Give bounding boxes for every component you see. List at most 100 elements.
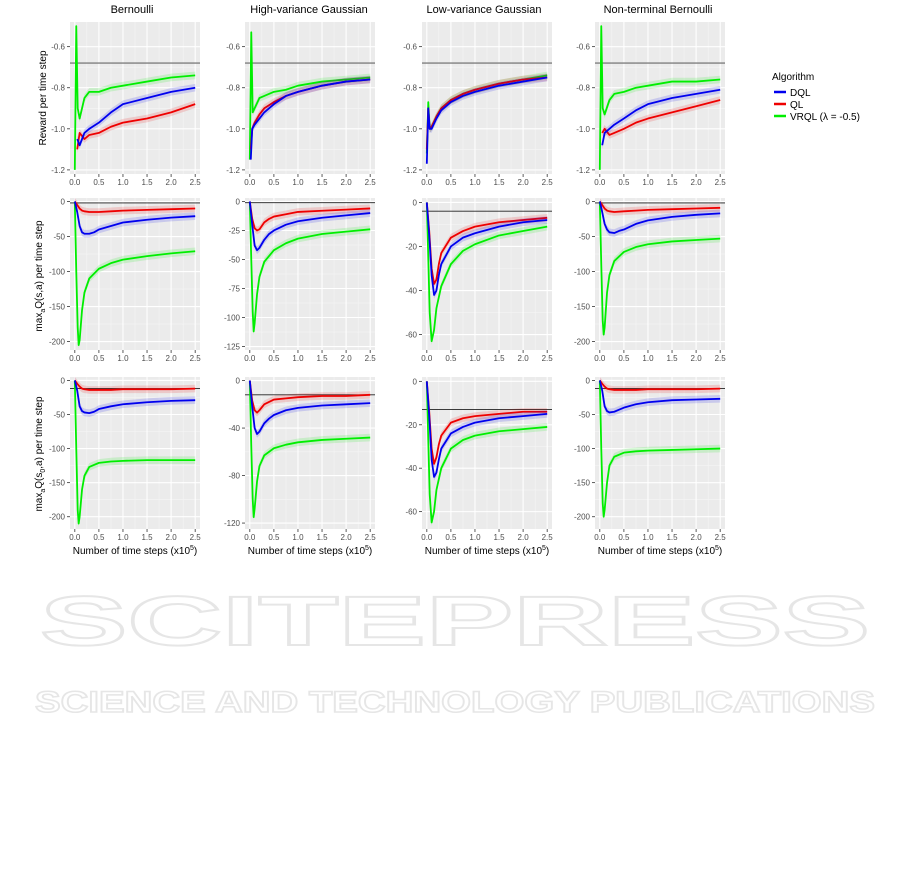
y-tick-label: -1.2 [51,166,65,175]
series-group [248,377,371,521]
series-line-vrql [73,201,196,346]
x-tick-label: 2.5 [365,178,377,187]
series-group [73,377,196,528]
y-tick-label: -150 [49,303,66,312]
series-line-dql [601,88,721,146]
series-line-ql [74,379,196,391]
x-tick-label: 1.0 [117,178,129,187]
x-tick-label: 2.0 [341,178,353,187]
y-tick-label: 0 [61,376,66,385]
x-tick-label: 1.0 [469,533,481,542]
series-line-dql [598,380,721,414]
row-ylabels: Reward per time step maxaQ(s,a) per time… [34,50,49,512]
x-tick-label: 1.0 [292,354,304,363]
series-line-ql [599,379,721,391]
x-tick-label: 0.0 [69,533,81,542]
x-tick-label: 0.0 [69,354,81,363]
x-tick-label: 0.0 [594,533,606,542]
x-tick-label: 1.5 [666,533,678,542]
series-line-dql [73,380,196,415]
x-tick-label: 0.0 [244,354,256,363]
series-ribbon-dql [426,73,548,168]
col-title-non-terminal-bernoulli: Non-terminal Bernoulli [604,4,713,16]
y-tick-label: -50 [228,255,240,264]
x-tick-label: 0.5 [618,354,630,363]
y-tick-label: 0 [413,377,418,386]
series-line-vrql [73,25,196,170]
y-tick-label: -200 [49,513,66,522]
series-line-dql [425,202,548,296]
legend-label-ql: QL [790,100,804,111]
y-tick-label: 0 [586,198,591,207]
y-tick-label: -100 [574,268,591,277]
y-tick-label: -120 [224,519,241,528]
y-tick-label: 0 [236,377,241,386]
y-tick-label: -100 [224,314,241,323]
series-group [598,198,721,339]
y-tick-label: -60 [405,331,417,340]
y-tick-label: -80 [228,472,240,481]
panel-r0-c2: -1.2 -1.0 -0.8 -0.6 0.0 0.5 1.0 1.5 2.0 2.5 [403,22,553,187]
x-tick-label: 1.5 [493,533,505,542]
series-group [598,22,721,174]
x-tick-label: 0.0 [594,178,606,187]
x-tick-label: 1.0 [292,533,304,542]
series-group [248,198,371,336]
x-tick-label: 1.0 [642,354,654,363]
y-tick-label: -40 [405,287,417,296]
panel-r1-c0: -200 -150 -100 -50 0 0.0 0.5 1.0 1.5 2.0 2.5 [49,198,201,363]
series-ribbon-ql [426,73,548,154]
x-tick-label: 0.0 [421,533,433,542]
y-tick-label: -60 [405,508,417,517]
y-tick-label: -0.8 [576,84,590,93]
y-tick-label: 0 [413,198,418,207]
y-tick-label: -50 [53,233,65,242]
col-title-low-variance-gaussian: Low-variance Gaussian [427,4,542,16]
series-group [73,198,196,349]
series-line-vrql [73,380,196,525]
y-tick-label: 0 [236,197,241,206]
x-tick-label: 1.5 [666,354,678,363]
series-line-dql [249,78,371,160]
x-tick-label: 1.5 [316,178,328,187]
y-tick-label: -0.6 [576,43,590,52]
ylabel-max-q-s0: maxaQ(s0,a) per time step [34,396,47,512]
x-tick-label: 0.5 [618,533,630,542]
series-line-vrql [425,381,548,524]
y-tick-label: -150 [49,479,66,488]
x-tick-label: 2.0 [691,178,703,187]
ylabel-max-q: maxaQ(s,a) per time step [34,220,47,332]
series-group [425,198,548,345]
x-tick-label: 2.0 [166,178,178,187]
y-tick-label: -0.8 [226,84,240,93]
panel-r2-c1: -120 -80 -40 0 0.0 0.5 1.0 1.5 2.0 2.5 [224,377,376,542]
ylabel-reward: Reward per time step [38,50,49,145]
series-line-dql [425,76,548,164]
x-tick-label: 2.5 [715,533,727,542]
x-axis-labels: Number of time steps (x105) Number of tim… [73,545,723,557]
series-group [248,28,371,164]
y-tick-label: -1.2 [226,166,240,175]
series-group [425,71,548,168]
column-titles: Bernoulli High-variance Gaussian Low-var… [111,4,713,16]
y-tick-label: -125 [224,343,241,352]
x-tick-label: 2.5 [715,178,727,187]
series-ribbon-dql [250,75,371,164]
series-line-ql [248,380,371,414]
x-axis-label: Number of time steps (x105) [598,545,723,557]
x-tick-label: 0.5 [268,533,280,542]
x-tick-label: 2.5 [190,533,202,542]
panel-r0-c3: -1.2 -1.0 -0.8 -0.6 0.0 0.5 1.0 1.5 2.0 2.5 [576,22,726,187]
y-tick-label: -100 [49,268,66,277]
x-tick-label: 2.0 [341,354,353,363]
series-line-dql [73,201,196,235]
panel-r1-c2: -60 -40 -20 0 0.0 0.5 1.0 1.5 2.0 2.5 [405,198,553,363]
y-tick-label: -20 [405,242,417,251]
legend-title: Algorithm [772,72,814,83]
x-tick-label: 2.0 [518,533,530,542]
legend: Algorithm DQL QL VRQL (λ = -0.5) [772,72,860,123]
series-line-vrql [248,201,371,333]
x-tick-label: 2.5 [365,533,377,542]
x-tick-label: 0.5 [93,178,105,187]
